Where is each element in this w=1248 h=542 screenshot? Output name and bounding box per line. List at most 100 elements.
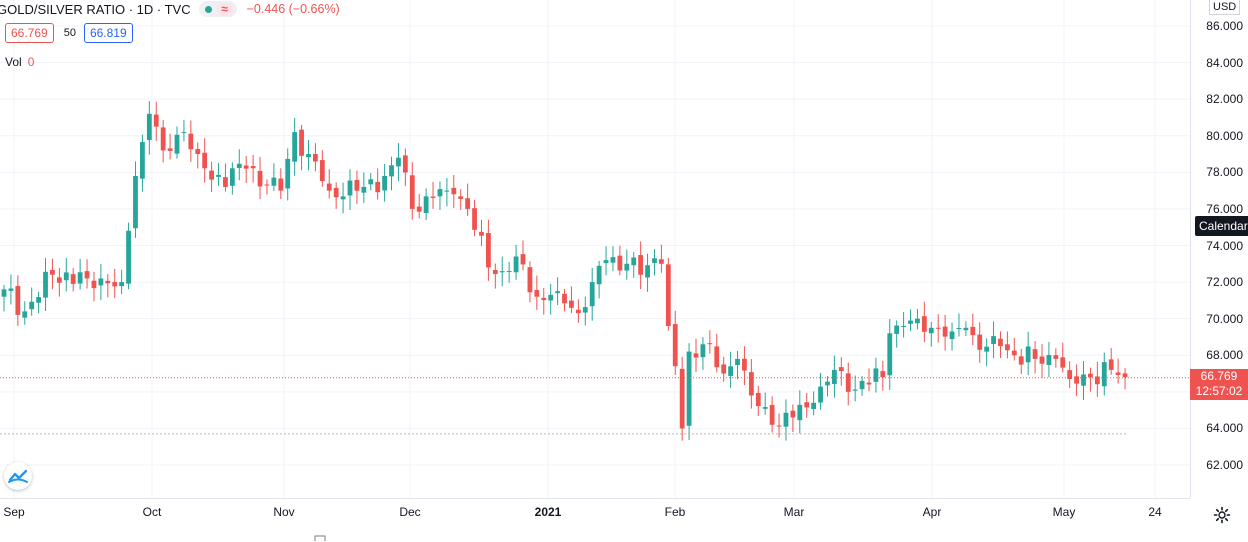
candle-body[interactable]	[486, 233, 491, 268]
price-axis[interactable]: USD 86.000 84.000 82.000 80.000 78.000 76.000…	[1190, 0, 1248, 498]
candle-body[interactable]	[492, 270, 498, 274]
candle-body[interactable]	[998, 338, 1003, 347]
candle-body[interactable]	[970, 326, 976, 336]
candle-body[interactable]	[160, 127, 166, 151]
candle-body[interactable]	[368, 179, 374, 185]
candle-body[interactable]	[1032, 349, 1038, 359]
candle-body[interactable]	[56, 277, 62, 283]
candle-body[interactable]	[250, 166, 256, 169]
candle-body[interactable]	[880, 371, 886, 378]
candle-body[interactable]	[603, 260, 609, 264]
candle-body[interactable]	[299, 129, 304, 156]
candle-body[interactable]	[915, 318, 920, 324]
candle-body[interactable]	[783, 412, 789, 427]
candle-body[interactable]	[991, 336, 996, 345]
candle-body[interactable]	[963, 327, 969, 331]
candle-body[interactable]	[91, 280, 97, 289]
candle-body[interactable]	[382, 175, 387, 191]
candle-body[interactable]	[1067, 370, 1073, 380]
candle-body[interactable]	[728, 366, 733, 376]
candle-body[interactable]	[617, 255, 623, 271]
candle-body[interactable]	[1039, 356, 1045, 364]
candle-body[interactable]	[956, 327, 962, 329]
candle-body[interactable]	[887, 333, 893, 376]
symbol-title[interactable]: GOLD/SILVER RATIO · 1D · TVC	[0, 1, 191, 17]
candle-body[interactable]	[202, 152, 208, 169]
candle-body[interactable]	[375, 181, 381, 193]
candle-body[interactable]	[167, 148, 173, 151]
candle-body[interactable]	[1025, 346, 1031, 363]
candle-body[interactable]	[569, 300, 574, 308]
candle-body[interactable]	[119, 282, 125, 287]
candle-body[interactable]	[153, 114, 159, 127]
candle-body[interactable]	[146, 113, 152, 141]
candle-body[interactable]	[548, 294, 554, 301]
candle-body[interactable]	[8, 288, 14, 291]
candle-body[interactable]	[1122, 373, 1128, 378]
candle-body[interactable]	[1088, 373, 1093, 378]
candle-body[interactable]	[1005, 344, 1010, 351]
candle-body[interactable]	[444, 190, 450, 192]
candle-body[interactable]	[908, 320, 913, 324]
candle-body[interactable]	[610, 257, 616, 263]
candle-body[interactable]	[832, 369, 837, 384]
candle-body[interactable]	[257, 170, 263, 187]
candle-body[interactable]	[838, 367, 844, 372]
candle-body[interactable]	[195, 149, 201, 155]
gear-icon[interactable]	[1212, 505, 1232, 525]
candle-body[interactable]	[1046, 354, 1052, 366]
candle-body[interactable]	[894, 325, 900, 334]
candle-body[interactable]	[1, 289, 7, 297]
candle-body[interactable]	[665, 264, 671, 326]
candle-body[interactable]	[430, 196, 436, 198]
candle-body[interactable]	[333, 187, 339, 198]
volume-legend[interactable]: Vol 0	[5, 55, 34, 69]
candle-body[interactable]	[845, 373, 851, 392]
candle-body[interactable]	[1060, 357, 1066, 368]
candle-body[interactable]	[797, 404, 803, 421]
candle-body[interactable]	[645, 265, 650, 278]
candle-body[interactable]	[866, 382, 872, 385]
candle-body[interactable]	[70, 274, 76, 284]
candle-body[interactable]	[790, 410, 796, 418]
candle-body[interactable]	[112, 282, 118, 287]
candle-body[interactable]	[755, 392, 761, 407]
time-axis[interactable]: Sep Oct Nov Dec 2021 Feb Mar Apr May 24	[0, 498, 1190, 542]
candle-body[interactable]	[264, 184, 270, 186]
candle-body[interactable]	[409, 175, 415, 209]
candle-body[interactable]	[423, 196, 429, 214]
candle-body[interactable]	[818, 386, 823, 403]
candle-body[interactable]	[77, 272, 83, 284]
candle-body[interactable]	[63, 272, 69, 281]
candle-body[interactable]	[942, 326, 948, 337]
candle-body[interactable]	[313, 154, 318, 162]
candle-body[interactable]	[105, 280, 111, 284]
candle-body[interactable]	[506, 271, 512, 273]
candle-body[interactable]	[319, 160, 325, 182]
candle-body[interactable]	[285, 158, 291, 189]
candle-body[interactable]	[520, 254, 526, 265]
tradingview-logo-icon[interactable]	[4, 462, 32, 490]
candle-body[interactable]	[15, 286, 21, 315]
candle-body[interactable]	[693, 353, 699, 358]
candle-body[interactable]	[1018, 356, 1024, 365]
candle-body[interactable]	[631, 257, 637, 266]
candle-body[interactable]	[84, 271, 90, 279]
candle-body[interactable]	[949, 331, 955, 340]
candle-body[interactable]	[292, 132, 298, 162]
candle-body[interactable]	[582, 307, 588, 313]
candle-body[interactable]	[36, 297, 41, 303]
candle-body[interactable]	[555, 291, 560, 294]
candle-body[interactable]	[354, 179, 360, 191]
candle-body[interactable]	[43, 271, 48, 298]
candle-body[interactable]	[776, 425, 782, 427]
candle-body[interactable]	[181, 132, 187, 134]
candle-body[interactable]	[762, 407, 768, 409]
candle-body[interactable]	[340, 196, 346, 200]
candle-body[interactable]	[541, 297, 547, 301]
candle-body[interactable]	[1074, 376, 1079, 384]
candle-body[interactable]	[1053, 355, 1059, 359]
candle-body[interactable]	[306, 154, 311, 158]
currency-label[interactable]: USD	[1209, 0, 1241, 15]
candle-body[interactable]	[769, 404, 775, 425]
